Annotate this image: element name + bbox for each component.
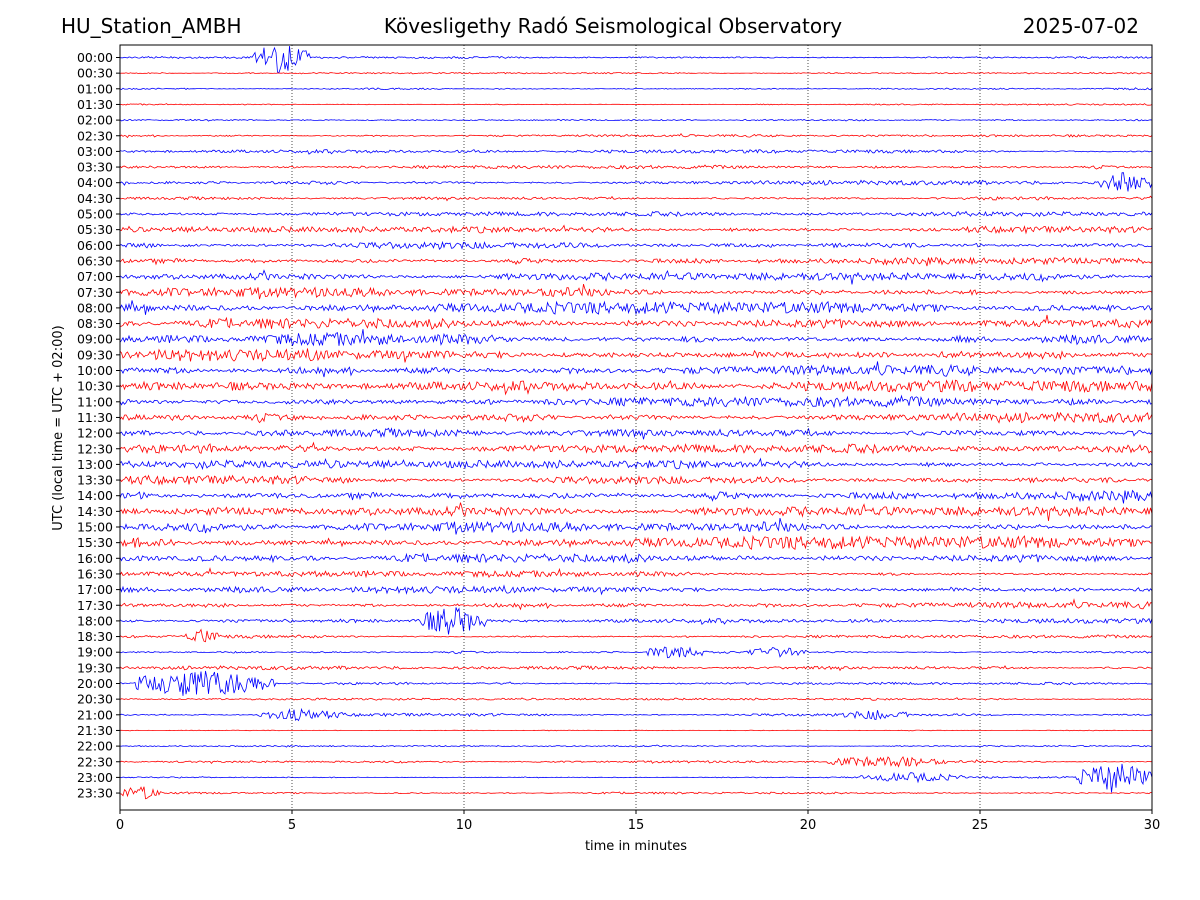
x-tick-label: 25 <box>972 818 989 833</box>
y-tick-label: 07:00 <box>77 269 113 284</box>
y-tick-label: 06:30 <box>77 253 113 268</box>
x-axis-ticks: 0 5 10 15 20 25 30 <box>116 810 1160 833</box>
trace-2200 <box>119 744 1153 748</box>
y-tick-label: 23:00 <box>77 770 113 785</box>
x-tick-label: 10 <box>456 818 473 833</box>
trace-0030 <box>119 72 1153 75</box>
y-tick-label: 20:00 <box>77 676 113 691</box>
seismogram-traces <box>119 45 1153 800</box>
trace-1730 <box>119 598 1153 611</box>
y-tick-label: 04:00 <box>77 175 113 190</box>
date-label: 2025-07-02 <box>1022 14 1139 38</box>
y-tick-label: 06:00 <box>77 238 113 253</box>
y-axis-label: UTC (local time = UTC + 02:00) <box>51 325 66 530</box>
y-tick-label: 10:00 <box>77 363 113 378</box>
station-label: HU_Station_AMBH <box>61 14 242 38</box>
y-tick-label: 17:00 <box>77 582 113 597</box>
trace-1930 <box>119 665 1153 672</box>
y-tick-label: 22:00 <box>77 739 113 754</box>
y-tick-label: 15:00 <box>77 520 113 535</box>
trace-1300 <box>119 457 1153 471</box>
y-tick-label: 12:30 <box>77 441 113 456</box>
trace-1430 <box>119 502 1153 521</box>
y-tick-label: 09:00 <box>77 332 113 347</box>
x-tick-label: 15 <box>628 818 645 833</box>
y-tick-label: 13:00 <box>77 457 113 472</box>
trace-2130 <box>119 729 1153 732</box>
y-tick-label: 14:00 <box>77 488 113 503</box>
y-tick-label: 00:00 <box>77 50 113 65</box>
trace-1700 <box>119 584 1153 596</box>
y-tick-label: 18:30 <box>77 629 113 644</box>
trace-0130 <box>119 103 1153 106</box>
y-tick-label: 05:30 <box>77 222 113 237</box>
y-tick-label: 23:30 <box>77 786 113 801</box>
y-tick-label: 08:30 <box>77 316 113 331</box>
y-tick-label: 08:00 <box>77 300 113 315</box>
trace-0730 <box>119 283 1153 300</box>
y-tick-label: 07:30 <box>77 285 113 300</box>
y-tick-label: 00:30 <box>77 66 113 81</box>
y-tick-label: 11:00 <box>77 394 113 409</box>
y-tick-label: 03:30 <box>77 160 113 175</box>
trace-0330 <box>119 164 1153 170</box>
y-tick-label: 09:30 <box>77 347 113 362</box>
chart-title: Kövesligethy Radó Seismological Observat… <box>383 14 843 38</box>
trace-0000 <box>119 45 1153 73</box>
grid-lines <box>291 45 981 810</box>
y-tick-label: 18:00 <box>77 613 113 628</box>
y-tick-label: 16:30 <box>77 566 113 581</box>
trace-1500 <box>119 517 1153 535</box>
y-tick-label: 15:30 <box>77 535 113 550</box>
trace-1530 <box>119 534 1153 551</box>
y-tick-label: 14:30 <box>77 504 113 519</box>
y-tick-label: 21:30 <box>77 723 113 738</box>
y-tick-label: 19:00 <box>77 645 113 660</box>
y-tick-label: 02:30 <box>77 128 113 143</box>
y-tick-label: 05:00 <box>77 207 113 222</box>
y-tick-label: 19:30 <box>77 660 113 675</box>
trace-2000 <box>119 670 1153 696</box>
trace-0100 <box>119 87 1153 91</box>
y-tick-label: 20:30 <box>77 692 113 707</box>
x-tick-label: 5 <box>288 818 296 833</box>
x-tick-label: 30 <box>1144 818 1161 833</box>
y-tick-label: 10:30 <box>77 379 113 394</box>
y-tick-label: 03:00 <box>77 144 113 159</box>
y-tick-label: 16:00 <box>77 551 113 566</box>
y-tick-label: 01:30 <box>77 97 113 112</box>
trace-1130 <box>119 411 1153 424</box>
y-tick-label: 11:30 <box>77 410 113 425</box>
y-tick-label: 22:30 <box>77 754 113 769</box>
y-tick-label: 01:00 <box>77 81 113 96</box>
trace-1900 <box>119 646 1153 659</box>
trace-0830 <box>119 314 1153 330</box>
y-tick-label: 04:30 <box>77 191 113 206</box>
x-tick-label: 0 <box>116 818 124 833</box>
trace-0900 <box>119 329 1153 347</box>
y-tick-label: 13:30 <box>77 473 113 488</box>
y-tick-label: 21:00 <box>77 707 113 722</box>
trace-0400 <box>119 172 1153 192</box>
x-tick-label: 20 <box>800 818 817 833</box>
y-tick-label: 17:30 <box>77 598 113 613</box>
x-axis-label: time in minutes <box>585 839 687 854</box>
trace-1630 <box>119 567 1153 579</box>
y-tick-label: 12:00 <box>77 426 113 441</box>
y-tick-label: 02:00 <box>77 113 113 128</box>
y-axis-ticks: 00:0000:3001:0001:3002:0002:3003:0003:30… <box>77 50 120 801</box>
